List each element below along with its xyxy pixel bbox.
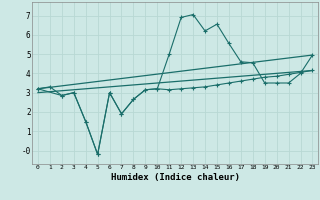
X-axis label: Humidex (Indice chaleur): Humidex (Indice chaleur): [111, 173, 240, 182]
